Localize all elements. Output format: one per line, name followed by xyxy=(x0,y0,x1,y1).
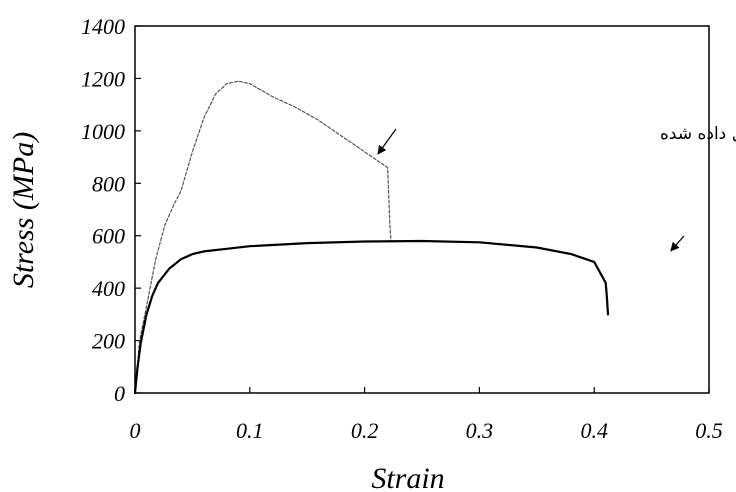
y-axis: 0 200 400 600 800 1000 1200 1400 xyxy=(81,14,141,406)
x-tick-label: 0.2 xyxy=(351,418,379,443)
x-tick-label: 0.5 xyxy=(695,418,723,443)
y-tick-label: 1000 xyxy=(81,119,125,144)
y-tick-label: 400 xyxy=(92,276,125,301)
x-tick-label: 0.4 xyxy=(580,418,608,443)
annotation-layer: نمونه تغییر شکل داده شدهنمونه اولیه xyxy=(377,124,736,252)
initial-sample-curve xyxy=(133,239,610,395)
x-axis: 0 0.1 0.2 0.3 0.4 0.5 xyxy=(130,387,723,443)
x-axis-title: Strain xyxy=(371,462,444,492)
y-tick-label: 0 xyxy=(114,381,125,406)
x-tick-label: 0.3 xyxy=(466,418,494,443)
y-tick-label: 600 xyxy=(92,224,125,249)
x-tick-label: 0 xyxy=(130,418,141,443)
y-axis-title: Stress (MPa) xyxy=(7,132,40,288)
y-tick-label: 800 xyxy=(92,171,125,196)
annotation-deformed-sample: نمونه تغییر شکل داده شده xyxy=(660,124,736,144)
deformed-sample-curve xyxy=(134,80,392,394)
plot-area xyxy=(134,25,710,394)
series-layer xyxy=(133,80,610,395)
y-tick-label: 200 xyxy=(92,329,125,354)
annotation-arrow-deformed xyxy=(377,128,397,155)
y-tick-label: 1200 xyxy=(81,66,125,91)
annotation-arrow-initial xyxy=(670,235,685,252)
y-tick-label: 1400 xyxy=(81,14,125,39)
x-tick-label: 0.1 xyxy=(236,418,264,443)
